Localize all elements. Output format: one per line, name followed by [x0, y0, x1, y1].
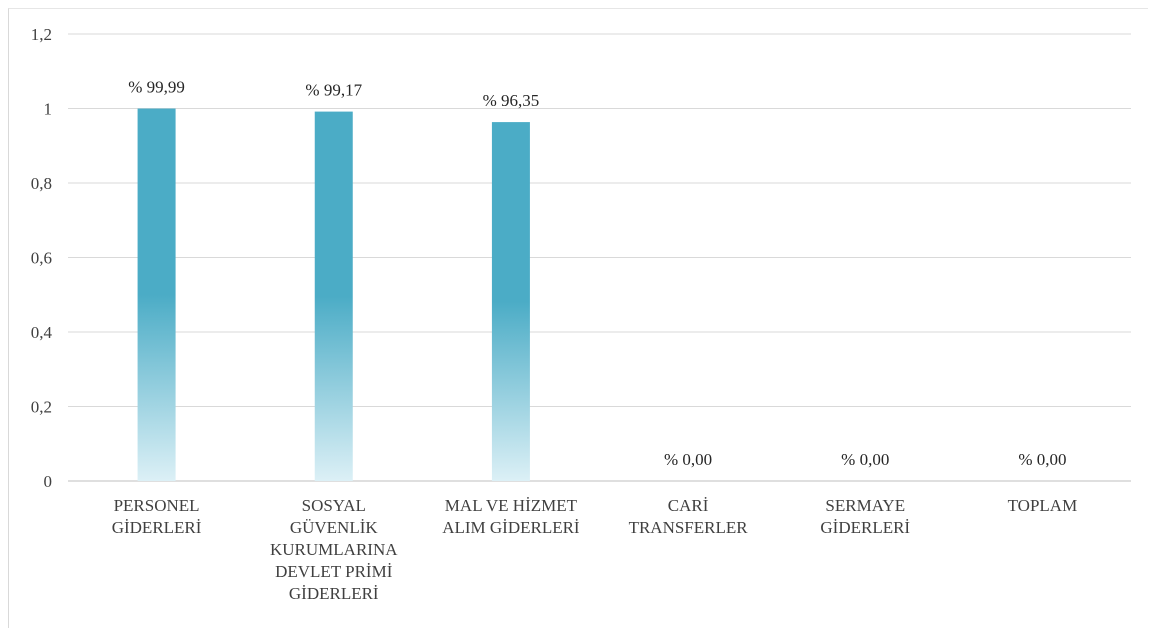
- y-tick-label: 0,2: [31, 398, 52, 417]
- bar: [491, 122, 530, 481]
- x-category-label: TOPLAM: [1008, 496, 1078, 515]
- bar: [314, 111, 353, 482]
- x-category-label: MAL VE HİZMET ALIM GİDERLERİ: [442, 496, 580, 537]
- y-tick-label: 0: [44, 472, 53, 491]
- chart-frame: [8, 8, 1148, 628]
- x-category-label: SOSYAL GÜVENLİK KURUMLARINA DEVLET PRİMİ GİD…: [270, 496, 398, 603]
- x-category-label: SERMAYE GİDERLERİ: [820, 496, 910, 537]
- bar: [137, 108, 176, 482]
- x-category-label: PERSONEL GİDERLERİ: [112, 496, 202, 537]
- y-tick-label: 0,4: [31, 323, 53, 342]
- y-tick-label: 1: [44, 100, 53, 119]
- data-label: % 99,99: [128, 78, 185, 97]
- y-tick-label: 0,6: [31, 249, 52, 268]
- data-label: % 0,00: [1018, 450, 1066, 469]
- y-tick-label: 1,2: [31, 25, 52, 44]
- data-label: % 0,00: [664, 450, 712, 469]
- data-label: % 0,00: [841, 450, 889, 469]
- y-tick-label: 0,8: [31, 174, 52, 193]
- data-label: % 96,35: [483, 91, 540, 110]
- x-category-label: CARİ TRANSFERLER: [629, 496, 749, 537]
- data-label: % 99,17: [305, 81, 362, 100]
